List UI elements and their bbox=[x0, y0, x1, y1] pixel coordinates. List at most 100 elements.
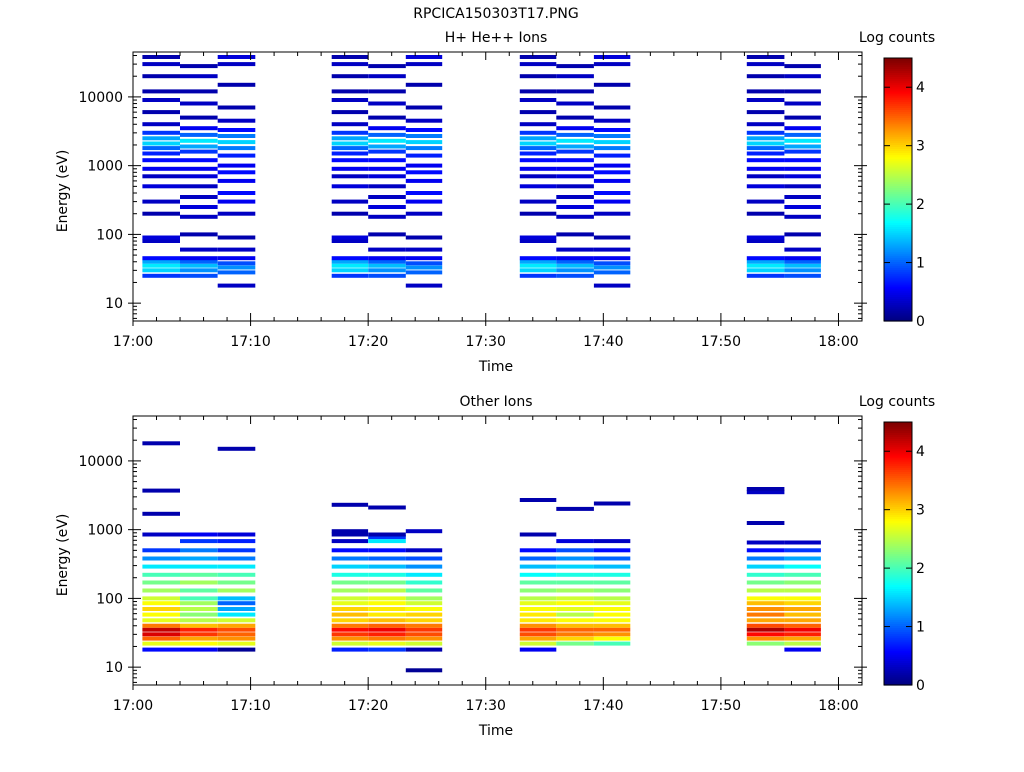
panel2-colorbar-tick-label-1: 1 bbox=[916, 620, 925, 636]
panel1-colorbar-swatch-67 bbox=[884, 181, 912, 184]
panel1-cell-c8-r5 bbox=[593, 247, 631, 252]
panel1-cell-c5-r1 bbox=[405, 270, 443, 275]
panel2-cell-c10-r7 bbox=[784, 612, 821, 617]
panel1-colorbar-swatch-50 bbox=[884, 216, 912, 219]
panel1-cell-c3-r19 bbox=[331, 110, 369, 115]
panel1-cell-c7-r2 bbox=[556, 263, 594, 268]
panel2-cell-c2-r5 bbox=[217, 623, 256, 628]
panel1-colorbar-swatch-127 bbox=[884, 58, 912, 61]
panel2-cell-c3-r6 bbox=[331, 618, 369, 623]
panel2-cell-c3-r12 bbox=[331, 580, 369, 585]
panel2-colorbar-swatch-119 bbox=[884, 438, 912, 442]
panel1-cell-c2-r6 bbox=[217, 235, 256, 240]
panel2-cell-c8-r8 bbox=[593, 601, 631, 606]
panel1-cell-c4-r13 bbox=[368, 158, 406, 163]
panel2-colorbar-swatch-31 bbox=[884, 619, 912, 622]
panel1-cell-c7-r14 bbox=[556, 149, 594, 154]
panel1-colorbar-swatch-19 bbox=[884, 279, 912, 283]
panel1-colorbar-swatch-3 bbox=[884, 312, 912, 316]
panel2-colorbar-swatch-89 bbox=[884, 500, 912, 503]
panel1-cell-c6-r12 bbox=[519, 158, 557, 163]
panel2-cell-c1-r14 bbox=[180, 564, 218, 569]
panel1-colorbar-swatch-14 bbox=[884, 290, 912, 293]
panel1-cell-c2-r10 bbox=[217, 178, 256, 183]
panel1-cell-c2-r0 bbox=[217, 283, 256, 288]
panel1-colorbar-swatch-84 bbox=[884, 146, 912, 149]
panel2-colorbar-swatch-63 bbox=[884, 553, 912, 557]
panel1-cell-c6-r8 bbox=[519, 199, 557, 204]
panel2-colorbar-swatch-106 bbox=[884, 465, 912, 468]
panel1-cell-c0-r12 bbox=[142, 158, 180, 163]
panel1-cell-c8-r18 bbox=[593, 118, 631, 123]
panel1-cell-c4-r22 bbox=[368, 74, 406, 79]
panel1-cell-c10-r16 bbox=[784, 138, 821, 143]
panel2-cell-c4-r18 bbox=[368, 535, 406, 540]
panel1-xtick-label-1: 17:10 bbox=[230, 334, 270, 350]
panel1-cell-c8-r13 bbox=[593, 153, 631, 158]
panel2-colorbar-swatch-1 bbox=[884, 680, 912, 684]
panel2-cell-c8-r0 bbox=[593, 641, 631, 646]
panel2-colorbar-swatch-66 bbox=[884, 547, 912, 550]
panel1-xtick-label-4: 17:40 bbox=[583, 334, 623, 350]
panel2-colorbar-swatch-76 bbox=[884, 526, 912, 530]
panel1-cell-c2-r12 bbox=[217, 163, 256, 168]
panel1-ytick-label-0: 10 bbox=[105, 296, 123, 312]
panel1-cell-c0-r22 bbox=[142, 74, 180, 79]
panel2-colorbar-swatch-98 bbox=[884, 481, 912, 485]
panel1-ytick-label-3: 10000 bbox=[78, 90, 123, 106]
panel1-cell-c3-r23 bbox=[331, 62, 369, 67]
panel1-cell-c10-r1 bbox=[784, 268, 821, 273]
panel2-cell-c1-r15 bbox=[180, 556, 218, 561]
panel2-cell-c0-r9 bbox=[142, 601, 180, 606]
panel2-colorbar-swatch-115 bbox=[884, 446, 912, 450]
panel1-cell-c8-r11 bbox=[593, 170, 631, 175]
panel2-colorbar-swatch-69 bbox=[884, 541, 912, 544]
panel1-colorbar-swatch-33 bbox=[884, 251, 912, 254]
panel2-colorbar-swatch-42 bbox=[884, 596, 912, 600]
panel1-colorbar-swatch-62 bbox=[884, 191, 912, 195]
panel2-cell-c0-r8 bbox=[142, 607, 180, 611]
panel2-cell-c4-r15 bbox=[368, 556, 406, 561]
panel2-cell-c7-r3 bbox=[556, 627, 594, 632]
panel2-colorbar-swatch-79 bbox=[884, 520, 912, 524]
panel1-cell-c5-r13 bbox=[405, 153, 443, 158]
panel2-cell-c6-r2 bbox=[519, 636, 557, 641]
panel1-colorbar-swatch-87 bbox=[884, 140, 912, 143]
panel1-colorbar-swatch-86 bbox=[884, 142, 912, 145]
panel2-colorbar-swatch-41 bbox=[884, 598, 912, 602]
panel1-colorbar: 0 1 2 3 4 bbox=[883, 57, 925, 330]
panel1-cell-c0-r8 bbox=[142, 199, 180, 204]
panel1-cell-c10-r23 bbox=[784, 64, 821, 69]
panel1-colorbar-swatch-120 bbox=[884, 72, 912, 76]
panel2-colorbar-swatch-33 bbox=[884, 615, 912, 618]
panel2-colorbar-swatch-45 bbox=[884, 590, 912, 594]
panel2-cell-c9-r19 bbox=[746, 487, 785, 491]
panel1-cell-c3-r1 bbox=[331, 268, 369, 273]
panel2-cell-c6-r16 bbox=[519, 548, 557, 553]
panel1-cell-c10-r19 bbox=[784, 115, 821, 120]
panel2-xtick-label-4: 17:40 bbox=[583, 698, 623, 714]
panel1-ytick-label-1: 100 bbox=[96, 227, 123, 243]
panel1-cell-c2-r4 bbox=[217, 256, 256, 261]
panel2-cell-c10-r17 bbox=[784, 540, 821, 545]
panel1-colorbar-swatch-11 bbox=[884, 296, 912, 299]
panel1-cell-c4-r2 bbox=[368, 263, 406, 268]
panel2-colorbar-swatch-48 bbox=[884, 584, 912, 587]
panel2-cell-c4-r14 bbox=[368, 564, 406, 569]
panel2-cell-c5-r4 bbox=[405, 632, 443, 637]
panel2-cell-c0-r12 bbox=[142, 580, 180, 585]
panel1-colorbar-swatch-73 bbox=[884, 168, 912, 172]
panel2-colorbar-swatch-11 bbox=[884, 660, 912, 663]
panel1-colorbar-frame bbox=[883, 57, 913, 322]
panel1-cell-c8-r2 bbox=[593, 265, 631, 270]
panel1-colorbar-label: Log counts bbox=[859, 30, 935, 46]
panel2-cell-c10-r12 bbox=[784, 580, 821, 585]
panel1-cell-c8-r0 bbox=[593, 283, 631, 288]
panel1-cell-c4-r0 bbox=[368, 273, 406, 278]
panel1-cell-c1-r23 bbox=[180, 64, 218, 69]
panel1-cell-c9-r5 bbox=[746, 239, 785, 243]
panel1-cell-c3-r6 bbox=[331, 235, 369, 240]
panel2-colorbar-swatch-38 bbox=[884, 604, 912, 608]
panel1-cell-c7-r5 bbox=[556, 247, 594, 252]
panel1-cell-c10-r13 bbox=[784, 158, 821, 163]
